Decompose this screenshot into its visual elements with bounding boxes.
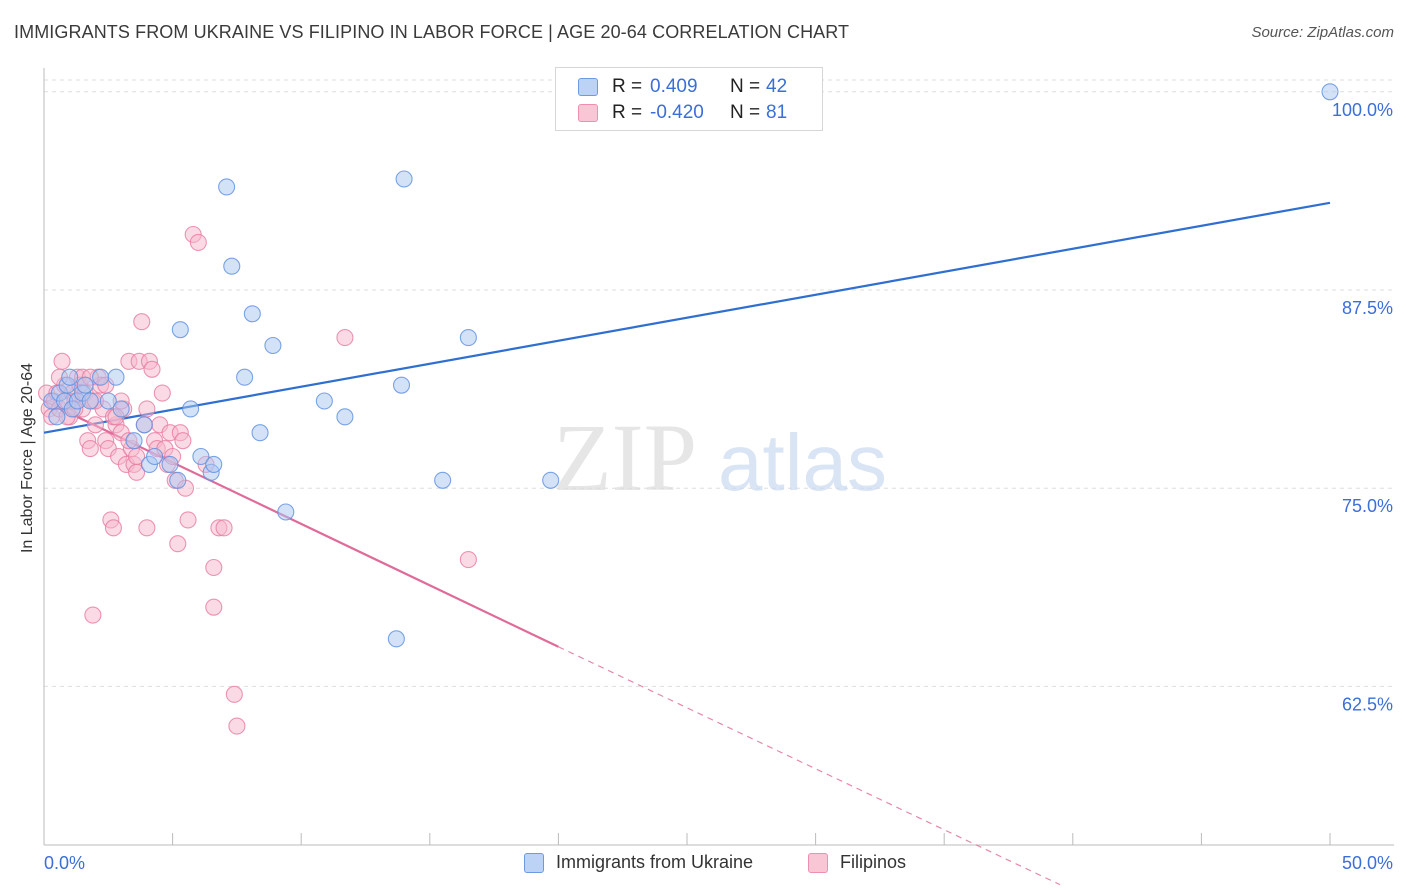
point-ukraine <box>161 455 179 473</box>
point-filipinos <box>143 360 161 378</box>
point-filipinos <box>228 717 246 735</box>
legend-n-label: N = <box>730 76 761 97</box>
legend-swatch-ukraine <box>578 78 598 96</box>
point-ukraine <box>223 257 241 275</box>
point-ukraine <box>107 368 125 386</box>
legend-n-value: 81 <box>766 102 788 123</box>
point-ukraine <box>218 178 236 196</box>
point-filipinos <box>84 606 102 624</box>
data-points <box>38 83 1339 735</box>
point-filipinos <box>336 329 354 347</box>
y-tick-label: 87.5% <box>1342 298 1393 318</box>
point-ukraine <box>387 630 405 648</box>
point-ukraine <box>99 392 117 410</box>
x-tick-label: 50.0% <box>1342 853 1393 873</box>
point-ukraine <box>76 376 94 394</box>
point-ukraine <box>146 447 164 466</box>
legend-swatch-ukraine <box>524 852 544 873</box>
point-ukraine <box>169 471 187 489</box>
y-tick-label: 62.5% <box>1342 694 1393 714</box>
point-filipinos <box>169 535 187 553</box>
watermark-atlas: atlas <box>718 418 887 507</box>
point-filipinos <box>133 313 151 331</box>
point-ukraine <box>542 471 560 489</box>
point-ukraine <box>182 400 200 418</box>
legend-n-label: N = <box>730 102 761 123</box>
point-ukraine <box>277 503 295 521</box>
series-legend: Immigrants from Ukraine Filipinos <box>0 852 1406 878</box>
point-ukraine <box>459 329 477 347</box>
point-ukraine <box>315 392 333 410</box>
point-filipinos <box>138 400 156 418</box>
y-tick-label: 75.0% <box>1342 496 1393 516</box>
point-ukraine <box>171 321 189 339</box>
point-filipinos <box>86 416 104 434</box>
legend-row-ukraine: R = 0.409 N = 42 <box>578 75 787 99</box>
watermark: ZIP atlas <box>553 404 887 511</box>
point-ukraine <box>81 392 99 410</box>
point-ukraine <box>48 408 66 426</box>
point-filipinos <box>174 432 192 450</box>
y-tick-label: 100.0% <box>1332 100 1393 120</box>
legend-item-filipinos: Filipinos <box>808 852 906 873</box>
trend-line-extrapolated <box>558 646 1061 886</box>
point-filipinos <box>53 352 71 370</box>
x-tick-label: 0.0% <box>44 853 85 873</box>
legend-label-ukraine: Immigrants from Ukraine <box>556 852 754 872</box>
legend-r-label: R = <box>612 102 643 123</box>
axes <box>43 68 1394 846</box>
chart-title: IMMIGRANTS FROM UKRAINE VS FILIPINO IN L… <box>14 22 850 42</box>
point-filipinos <box>128 463 146 481</box>
point-filipinos <box>104 519 122 537</box>
chart-source: Source: ZipAtlas.com <box>1251 24 1394 41</box>
point-ukraine <box>1321 83 1339 101</box>
point-filipinos <box>138 519 156 537</box>
legend-swatch-filipinos <box>578 104 598 122</box>
point-ukraine <box>112 400 130 418</box>
trend-lines <box>43 201 1331 886</box>
point-filipinos <box>205 558 223 577</box>
legend-r-value: 0.409 <box>650 76 698 97</box>
legend-swatch-filipinos <box>808 852 828 873</box>
point-filipinos <box>153 384 171 402</box>
legend-r-label: R = <box>612 76 643 97</box>
point-filipinos <box>81 440 99 458</box>
point-ukraine <box>336 408 354 426</box>
point-filipinos <box>179 511 197 529</box>
point-filipinos <box>215 519 233 537</box>
point-ukraine <box>243 305 261 323</box>
tick-labels: 62.5% 75.0% 87.5% 100.0% 0.0% 50.0% <box>44 100 1393 873</box>
watermark-zip: ZIP <box>553 404 697 511</box>
point-ukraine <box>125 432 143 450</box>
point-ukraine <box>251 424 269 442</box>
legend-row-filipinos: R = -0.420 N = 81 <box>578 101 787 125</box>
point-ukraine <box>395 170 413 188</box>
point-ukraine <box>61 368 79 386</box>
point-ukraine <box>135 416 153 434</box>
trend-line-ukraine <box>43 201 1331 434</box>
point-ukraine <box>264 336 282 355</box>
legend-n-value: 42 <box>766 76 788 97</box>
point-filipinos <box>189 233 207 251</box>
point-ukraine <box>392 376 411 394</box>
legend-item-ukraine: Immigrants from Ukraine <box>524 852 753 873</box>
point-ukraine <box>236 368 254 386</box>
point-filipinos <box>459 551 477 569</box>
stats-legend: R = 0.409 N = 42 R = -0.420 N = 81 <box>555 67 823 131</box>
point-ukraine <box>205 455 223 473</box>
point-ukraine <box>434 471 452 489</box>
point-filipinos <box>205 598 223 616</box>
point-ukraine <box>192 447 210 466</box>
legend-r-value: -0.420 <box>650 102 704 123</box>
point-ukraine <box>92 368 110 386</box>
legend-label-filipinos: Filipinos <box>840 852 907 872</box>
point-filipinos <box>225 685 243 703</box>
